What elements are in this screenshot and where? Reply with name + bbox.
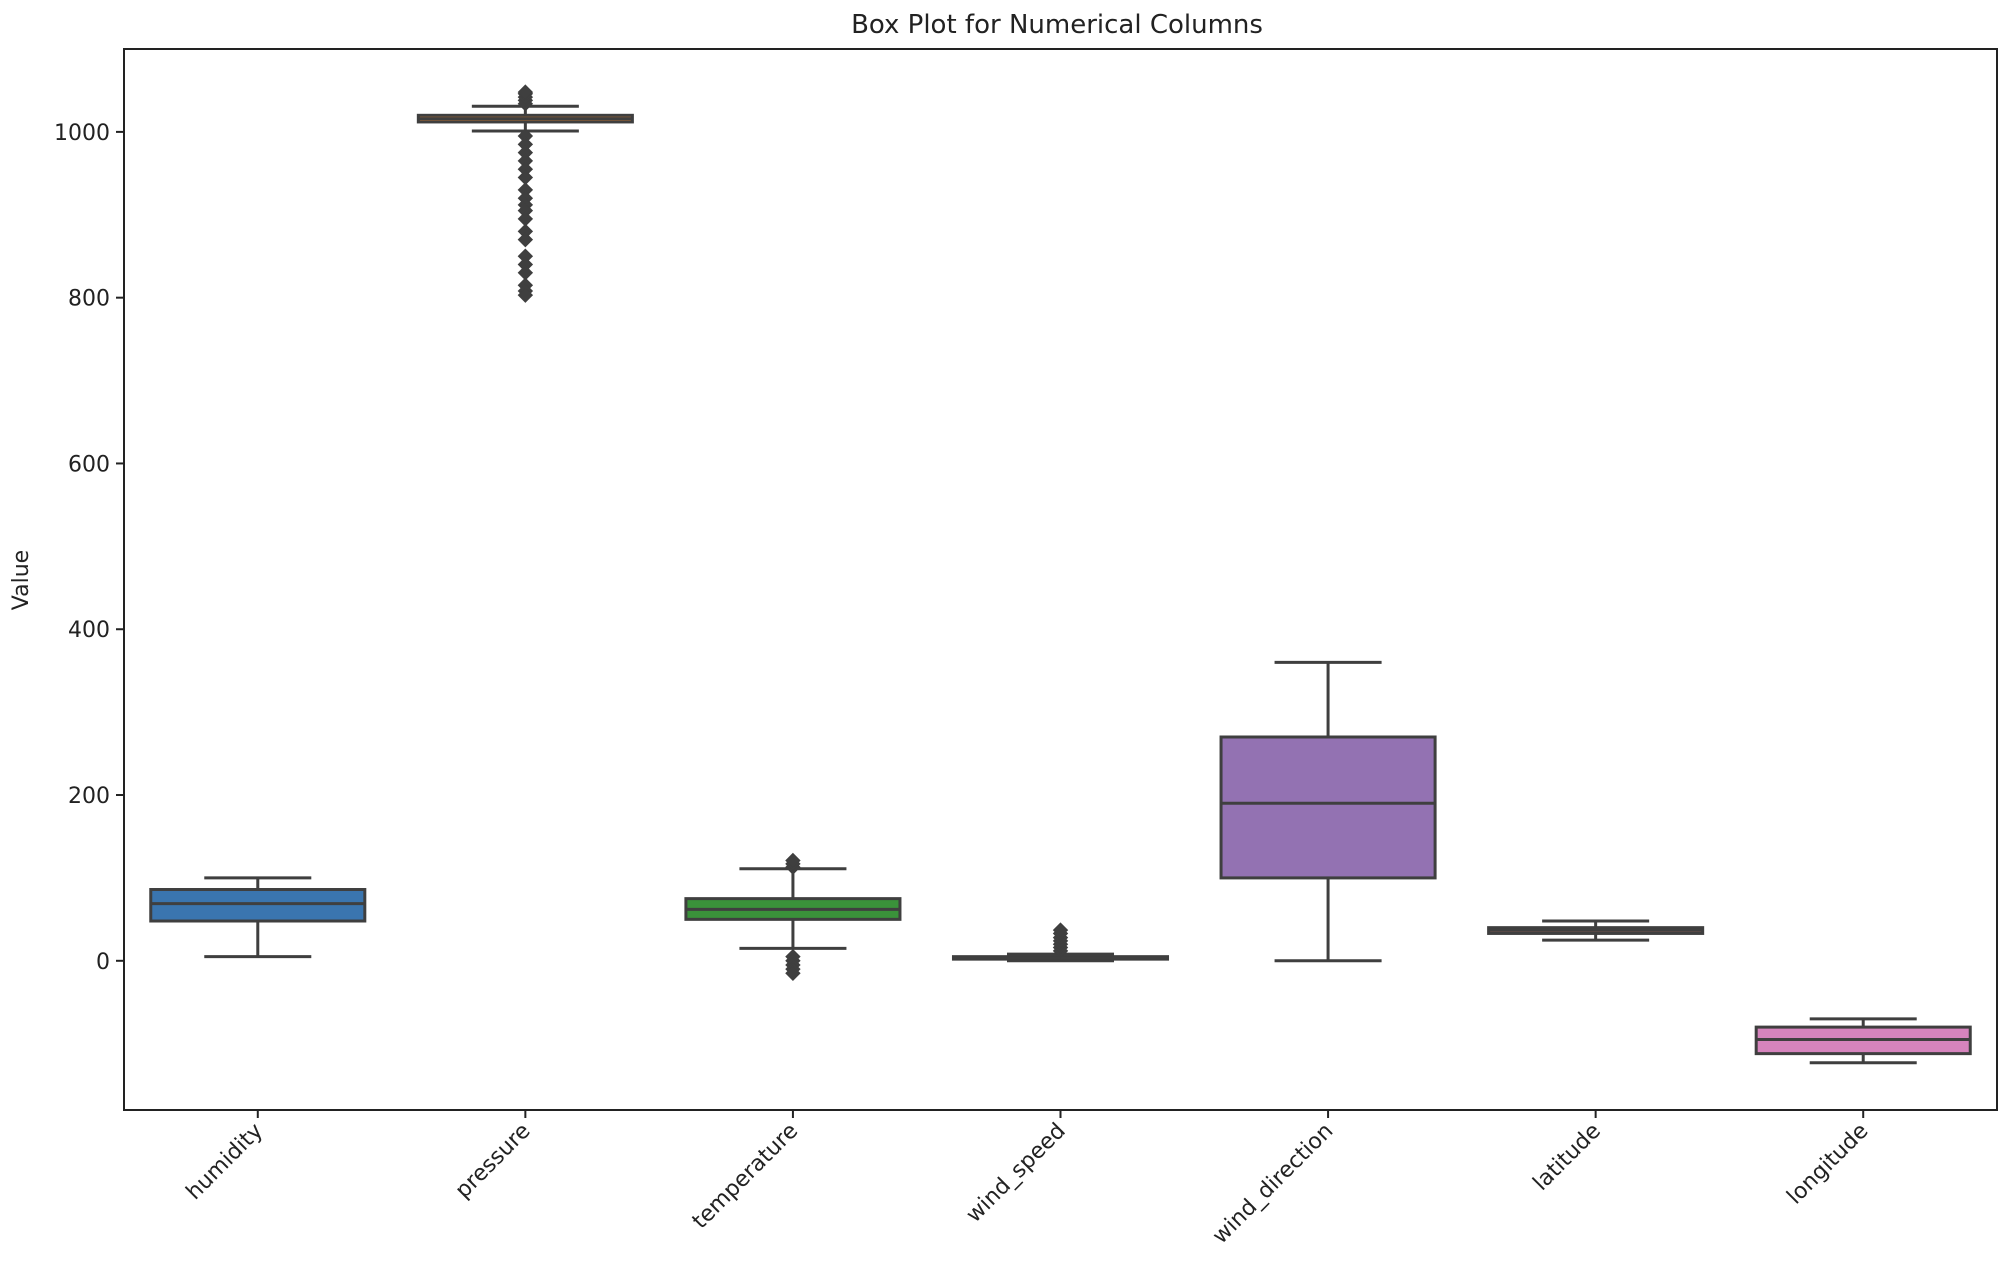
box-wind-direction xyxy=(1219,660,1437,963)
y-tick-label: 800 xyxy=(68,287,110,312)
outlier-point xyxy=(517,231,534,248)
y-axis-ticks: 0 200 400 600 800 1000 xyxy=(54,121,124,975)
box-pressure xyxy=(416,84,634,303)
boxes-layer xyxy=(149,84,1972,1065)
box-temperature xyxy=(684,852,902,981)
box-humidity xyxy=(149,876,367,959)
outlier-point xyxy=(517,287,534,303)
box-wind-speed xyxy=(951,922,1170,963)
y-tick-label: 0 xyxy=(96,950,110,975)
interquartile-box xyxy=(149,888,367,923)
outlier-point xyxy=(785,852,801,869)
interquartile-box xyxy=(1219,735,1437,880)
plot-area-frame xyxy=(123,48,1998,1111)
y-tick-label: 200 xyxy=(68,784,110,809)
outlier-point xyxy=(517,84,534,100)
box-longitude xyxy=(1754,1017,1972,1065)
y-tick-label: 600 xyxy=(68,452,110,477)
y-tick-label: 1000 xyxy=(54,121,110,146)
box-latitude xyxy=(1487,919,1705,942)
outlier-point xyxy=(1052,922,1069,938)
y-tick-label: 400 xyxy=(68,618,110,643)
chart-title: Box Plot for Numerical Columns xyxy=(851,10,1263,40)
y-axis-label: Value xyxy=(9,550,34,610)
outlier-point xyxy=(785,965,801,981)
